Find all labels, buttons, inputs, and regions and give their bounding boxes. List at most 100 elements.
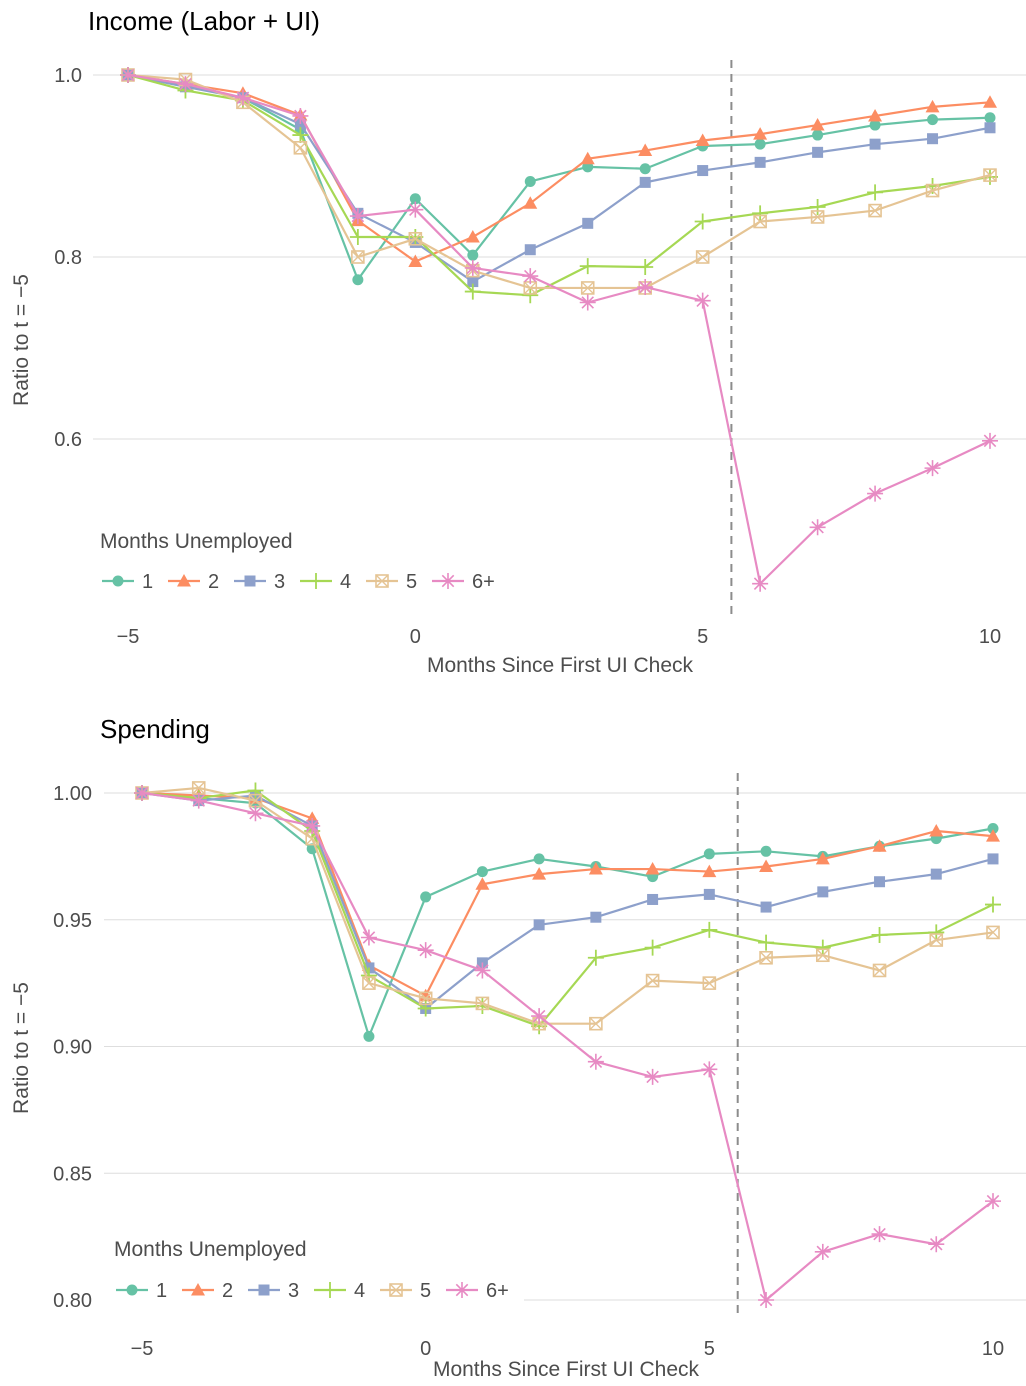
y-tick-label: 0.85 [53,1163,92,1185]
data-point [417,1000,434,1017]
series-group [120,67,998,592]
series-line [127,73,991,281]
x-tick-label: −5 [117,626,140,648]
data-point [637,259,654,276]
legend-marker [454,1282,470,1298]
series-line [127,73,991,585]
data-point [987,822,999,834]
data-point [644,939,661,956]
legend-key-5: 5 [380,1280,431,1302]
data-point [809,198,826,215]
data-point [247,782,264,799]
data-point [533,853,545,865]
legend-label: 4 [354,1280,365,1302]
legend-key-6plus: 6+ [432,571,495,593]
data-point [637,279,654,296]
legend-label: 2 [208,571,219,593]
series-line [141,791,994,997]
data-point [695,133,710,147]
data-point [352,274,364,286]
y-tick-label: 0.6 [54,429,82,451]
data-point [872,963,887,978]
x-tick-label: 10 [982,1338,1004,1360]
data-point [360,929,377,946]
data-point [871,926,888,943]
legend-marker [322,1282,338,1298]
legend-label: 5 [406,571,417,593]
data-point [752,205,769,222]
data-point [927,114,939,126]
legend-label: 6+ [472,571,495,593]
data-point [871,1226,888,1243]
series-line [141,791,994,1302]
data-point [697,165,709,177]
series-6plus [134,785,1001,1308]
data-point [234,89,251,106]
data-point [292,107,309,124]
legend-key-5: 5 [366,571,417,593]
legend-label: 2 [222,1280,233,1302]
data-point [982,432,998,449]
series-line [127,73,991,263]
legend-key-6plus: 6+ [446,1280,509,1302]
data-point [753,214,767,229]
data-point [522,268,539,285]
data-point [754,138,766,150]
y-axis-title: Ratio to t = −5 [10,274,33,406]
data-point [639,176,651,188]
series-line [127,73,991,283]
data-point [984,112,996,124]
data-point [694,213,711,230]
data-point [925,99,940,113]
data-point [703,888,715,900]
x-tick-label: 5 [697,626,708,648]
chart-title: Income (Labor + UI) [88,6,320,36]
series-line [141,791,994,1010]
data-point [754,156,766,168]
data-point [701,1061,718,1078]
data-point [694,292,711,309]
data-point [533,919,545,931]
data-point [467,249,479,261]
legend-marker [440,573,456,589]
data-point [304,817,321,834]
data-point [408,254,423,268]
data-point [809,519,826,536]
data-point [758,934,775,951]
legend: Months Unemployed 1 2 3 4 5 6+ [104,1231,524,1311]
data-point [929,933,944,947]
data-point [753,127,768,140]
data-point [814,939,831,956]
data-point [363,1030,375,1042]
data-point [177,76,194,93]
data-point [983,95,997,108]
data-point [349,228,366,245]
data-point [579,294,596,311]
data-point [987,853,999,865]
y-tick-label: 1.0 [54,65,82,87]
legend-marker [126,1284,138,1296]
legend-label: 3 [274,571,285,593]
data-point [474,962,491,979]
data-point [703,848,715,860]
data-point [812,146,824,158]
data-point [351,250,365,264]
series-line [141,789,994,1028]
data-point [418,991,433,1006]
data-point [476,866,488,878]
legend-key-3: 3 [234,571,285,593]
legend-key-4: 4 [314,1280,365,1302]
data-point [464,283,481,300]
data-point [815,948,830,963]
data-point [589,1016,603,1031]
data-point [647,893,659,905]
spending-chart: Spending 0.80 0.85 0.90 0.95 1.00 −5 0 5 10 Mont… [10,714,1026,1381]
series-line [141,791,994,1038]
data-point [580,281,595,295]
x-tick-label: 5 [704,1338,715,1360]
data-point [874,876,886,888]
data-point [587,1053,604,1070]
data-point [810,118,825,131]
data-point [925,183,940,198]
data-point [475,877,490,890]
